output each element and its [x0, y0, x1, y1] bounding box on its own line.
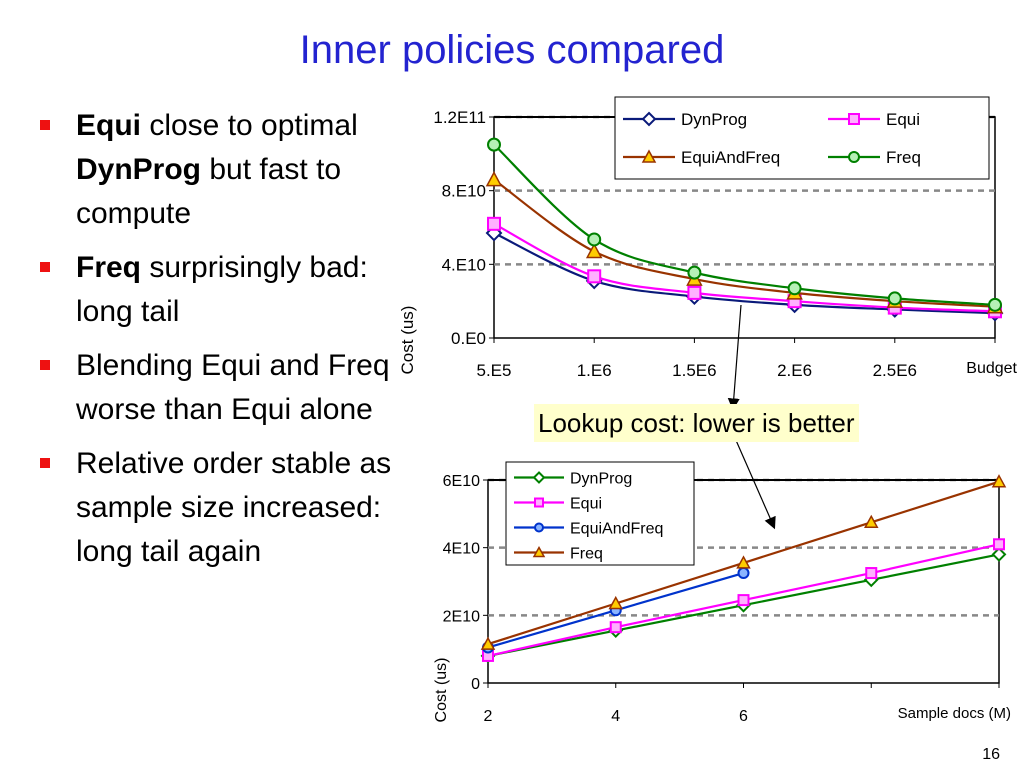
data-point: [988, 297, 1002, 312]
data-point: [737, 567, 750, 580]
bullet-text: close to optimal: [141, 109, 358, 142]
data-point: [534, 497, 544, 508]
data-point: [487, 216, 501, 231]
bullet-item: Freq surprisingly bad: long tail: [36, 246, 416, 334]
data-point: [587, 269, 602, 284]
bullet-item: Equi close to optimal DynProg but fast t…: [36, 104, 416, 236]
bullet-bold-text: Equi: [76, 109, 141, 142]
y-tick-label: 0: [471, 676, 480, 693]
data-point: [848, 113, 860, 125]
x-tick-label: 2.E6: [777, 361, 812, 380]
y-axis-title: Cost (us): [433, 658, 450, 723]
series-line: [493, 222, 996, 313]
page-number: 16: [982, 746, 1000, 763]
legend-label: EquiAndFreq: [570, 521, 663, 538]
x-tick-label: 1.E6: [577, 361, 612, 380]
data-point: [887, 291, 902, 306]
data-point: [991, 547, 1007, 562]
data-point: [865, 567, 878, 580]
legend-label: DynProg: [570, 471, 632, 488]
data-point: [608, 595, 624, 610]
data-point: [736, 555, 751, 569]
data-point: [532, 545, 546, 558]
data-point: [687, 265, 702, 280]
callout-arrow-down: [734, 437, 776, 530]
y-tick-label: 4E10: [443, 541, 480, 558]
bullet-item: Blending Equi and Freq worse than Equi a…: [36, 344, 416, 432]
data-point: [863, 514, 879, 529]
y-tick-label: 1.2E11: [433, 108, 486, 127]
data-point: [480, 636, 496, 650]
series-line: [493, 178, 996, 308]
y-tick-label: 2E10: [443, 608, 480, 625]
x-axis-title: Sample docs (M): [898, 705, 1011, 722]
data-point: [487, 137, 501, 152]
legend-label: DynProg: [681, 110, 747, 129]
legend-label: Freq: [886, 148, 921, 167]
bullet-item: Relative order stable as sample size inc…: [36, 442, 416, 574]
budget-cost-chart: 0.E0 4.E10 8.E10 1.2E11 5.E5 1.E6 1.5E6 2.E6 2.5…: [398, 96, 1018, 380]
x-tick-label: 1.5E6: [672, 361, 716, 380]
bullet-bold-text: Freq: [76, 251, 142, 284]
data-point: [585, 242, 603, 259]
data-point: [641, 149, 657, 163]
series-line: [493, 232, 996, 315]
bullet-square-icon: [40, 458, 50, 468]
data-point: [687, 285, 702, 300]
bullet-text: Relative order stable as sample size inc…: [76, 447, 392, 568]
legend-label: Equi: [570, 496, 602, 513]
data-point: [848, 151, 860, 163]
callout-arrow-up: [727, 304, 742, 411]
data-point: [609, 621, 622, 634]
bullet-list: Equi close to optimal DynProg but fast t…: [36, 104, 416, 584]
legend-label: Equi: [886, 110, 920, 129]
data-point: [534, 522, 544, 533]
x-tick-label: 2.5E6: [873, 361, 917, 380]
bullet-square-icon: [40, 120, 50, 130]
legend-label: Freq: [570, 546, 603, 563]
data-point: [993, 538, 1005, 551]
x-tick-label: 5.E5: [477, 361, 512, 380]
data-point: [991, 474, 1007, 488]
bullet-bold-text: DynProg: [76, 153, 202, 186]
y-tick-label: 6E10: [443, 473, 480, 490]
data-point: [787, 281, 802, 296]
bullet-text: Blending Equi and Freq worse than Equi a…: [76, 349, 390, 426]
x-tick-label: 2: [484, 708, 493, 725]
sample-size-cost-chart: 0 2E10 4E10 6E10 2 4 6 Sample docs (M) Cost (us)…: [433, 461, 1011, 725]
series-line: [493, 143, 996, 306]
data-point: [641, 111, 657, 127]
data-point: [737, 594, 750, 607]
data-point: [532, 471, 546, 484]
bullet-text: but fast to compute: [76, 153, 342, 230]
y-tick-label: 0.E0: [451, 329, 486, 348]
x-tick-label: 6: [739, 708, 748, 725]
y-tick-label: 8.E10: [442, 182, 486, 201]
callout-note: Lookup cost: lower is better: [534, 404, 859, 442]
legend-label: EquiAndFreq: [681, 148, 780, 167]
x-axis-title: Budget: [966, 360, 1017, 377]
data-point: [485, 171, 503, 187]
bullet-text: surprisingly bad: long tail: [76, 251, 368, 328]
y-axis-title: Cost (us): [398, 306, 417, 375]
bullet-square-icon: [40, 262, 50, 272]
x-tick-label: 4: [611, 708, 620, 725]
slide-title: Inner policies compared: [299, 28, 725, 72]
bullet-square-icon: [40, 360, 50, 370]
y-tick-label: 4.E10: [442, 255, 486, 274]
data-point: [587, 232, 602, 247]
legend-box: [614, 96, 990, 180]
